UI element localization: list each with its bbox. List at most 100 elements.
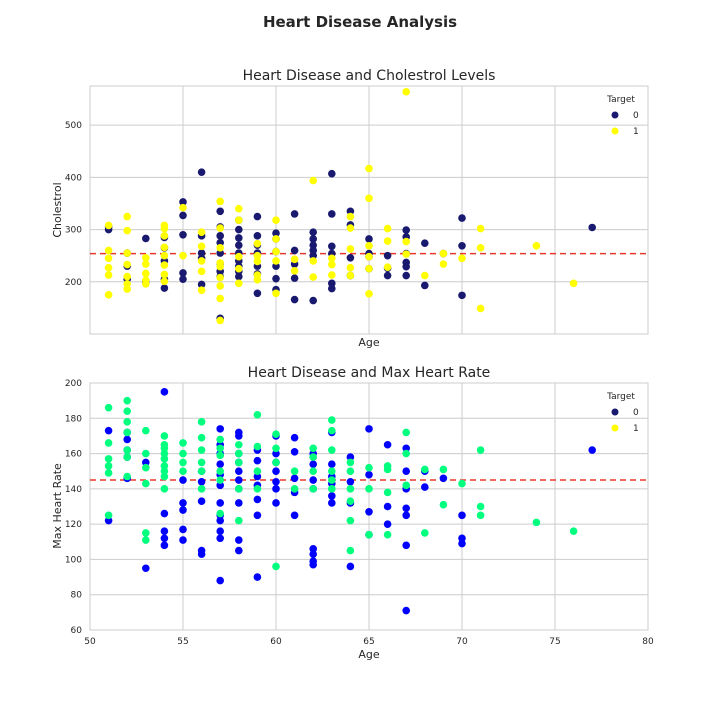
- data-point-target-1: [160, 224, 169, 233]
- data-point-target-0: [253, 212, 262, 221]
- data-point-target-1: [142, 260, 150, 268]
- data-point-target-1: [197, 257, 206, 265]
- data-point-target-0: [235, 432, 243, 440]
- data-point-target-1: [179, 439, 187, 447]
- data-point-target-0: [346, 253, 355, 262]
- data-point-target-0: [142, 458, 150, 467]
- y-tick-label: 300: [65, 226, 82, 236]
- data-point-target-0: [216, 516, 224, 525]
- x-tick-label: 70: [456, 637, 468, 647]
- data-point-target-1: [328, 254, 336, 263]
- data-point-target-1: [290, 485, 299, 493]
- data-point-target-1: [383, 237, 392, 245]
- data-point-target-0: [235, 225, 243, 234]
- data-point-target-1: [142, 280, 150, 288]
- data-point-target-0: [458, 534, 466, 543]
- legend-title: Target: [606, 392, 635, 402]
- data-point-target-1: [197, 485, 206, 493]
- data-point-target-1: [365, 289, 373, 298]
- data-point-target-1: [383, 263, 392, 271]
- data-point-target-0: [123, 435, 131, 444]
- data-point-target-0: [458, 511, 466, 520]
- data-point-target-1: [328, 426, 336, 435]
- data-point-target-1: [123, 453, 131, 461]
- data-point-target-1: [160, 270, 169, 279]
- data-point-target-0: [179, 211, 187, 220]
- data-point-target-1: [123, 446, 131, 454]
- data-point-target-1: [402, 428, 411, 437]
- data-point-target-1: [216, 509, 224, 518]
- data-point-target-1: [160, 243, 169, 252]
- data-point-target-0: [179, 198, 187, 206]
- data-point-target-0: [272, 449, 280, 458]
- data-point-target-1: [328, 416, 336, 424]
- data-point-target-1: [476, 224, 485, 233]
- data-point-target-1: [402, 250, 411, 258]
- data-point-target-0: [458, 241, 466, 250]
- data-point-target-1: [123, 407, 131, 416]
- data-point-target-0: [383, 271, 392, 280]
- data-point-target-0: [235, 467, 243, 476]
- data-point-target-1: [160, 277, 169, 286]
- data-point-target-1: [458, 254, 466, 263]
- data-point-target-0: [160, 541, 169, 550]
- data-point-target-1: [123, 249, 131, 257]
- data-point-target-1: [123, 285, 131, 293]
- data-point-target-0: [197, 550, 206, 558]
- data-point-target-1: [402, 237, 411, 246]
- data-point-target-1: [104, 462, 113, 470]
- grid: [90, 86, 648, 334]
- data-point-target-1: [272, 216, 280, 224]
- data-point-target-1: [197, 418, 206, 426]
- data-point-target-1: [346, 224, 355, 232]
- data-point-target-1: [160, 251, 169, 260]
- data-point-target-1: [216, 451, 224, 460]
- data-point-target-0: [104, 426, 113, 435]
- data-point-target-0: [309, 476, 318, 484]
- data-point-target-0: [383, 520, 392, 528]
- chart-cholesterol-panel: 200 300 400 500 Heart Disease and Cholestro…: [51, 68, 649, 349]
- data-point-target-1: [160, 232, 169, 240]
- data-point-target-1: [272, 444, 280, 453]
- data-point-target-1: [272, 562, 280, 571]
- data-point-target-1: [216, 262, 224, 271]
- x-tick-label: 65: [363, 637, 374, 647]
- data-point-target-0: [160, 509, 169, 518]
- data-point-target-0: [309, 545, 318, 553]
- data-point-target-1: [346, 212, 355, 221]
- data-point-target-1: [439, 465, 448, 474]
- data-point-target-1: [439, 260, 448, 268]
- chart-title: Heart Disease and Cholestrol Levels: [243, 68, 496, 84]
- data-point-target-1: [309, 273, 318, 281]
- data-point-target-1: [216, 273, 224, 282]
- data-point-target-0: [402, 541, 411, 550]
- data-point-target-0: [179, 275, 187, 283]
- data-point-target-1: [569, 527, 578, 535]
- tick-labels: 200 300 400 500: [65, 121, 82, 288]
- y-axis-label: Max Heart Rate: [51, 463, 64, 549]
- data-point-target-1: [309, 257, 318, 265]
- data-point-target-0: [290, 274, 299, 282]
- data-point-target-0: [272, 262, 280, 270]
- data-point-target-0: [179, 525, 187, 534]
- data-point-target-1: [253, 251, 262, 260]
- data-point-target-0: [216, 425, 224, 433]
- data-point-target-0: [216, 238, 224, 247]
- data-point-target-0: [346, 562, 355, 571]
- data-point-target-0: [328, 284, 336, 293]
- data-point-target-1: [439, 500, 448, 509]
- data-point-target-1: [197, 228, 206, 236]
- data-point-target-1: [272, 247, 280, 256]
- data-point-target-0: [142, 564, 150, 573]
- data-point-target-1: [253, 467, 262, 476]
- data-point-target-0: [253, 511, 262, 520]
- data-point-target-0: [421, 281, 429, 290]
- x-axis-label: Age: [358, 648, 380, 661]
- data-point-target-0: [588, 446, 596, 454]
- data-point-target-1: [197, 467, 206, 476]
- x-tick-label: 60: [270, 637, 282, 647]
- data-point-target-0: [197, 478, 206, 486]
- data-point-target-1: [216, 316, 224, 325]
- y-tick-label: 400: [65, 173, 82, 183]
- y-tick-label: 80: [71, 591, 83, 601]
